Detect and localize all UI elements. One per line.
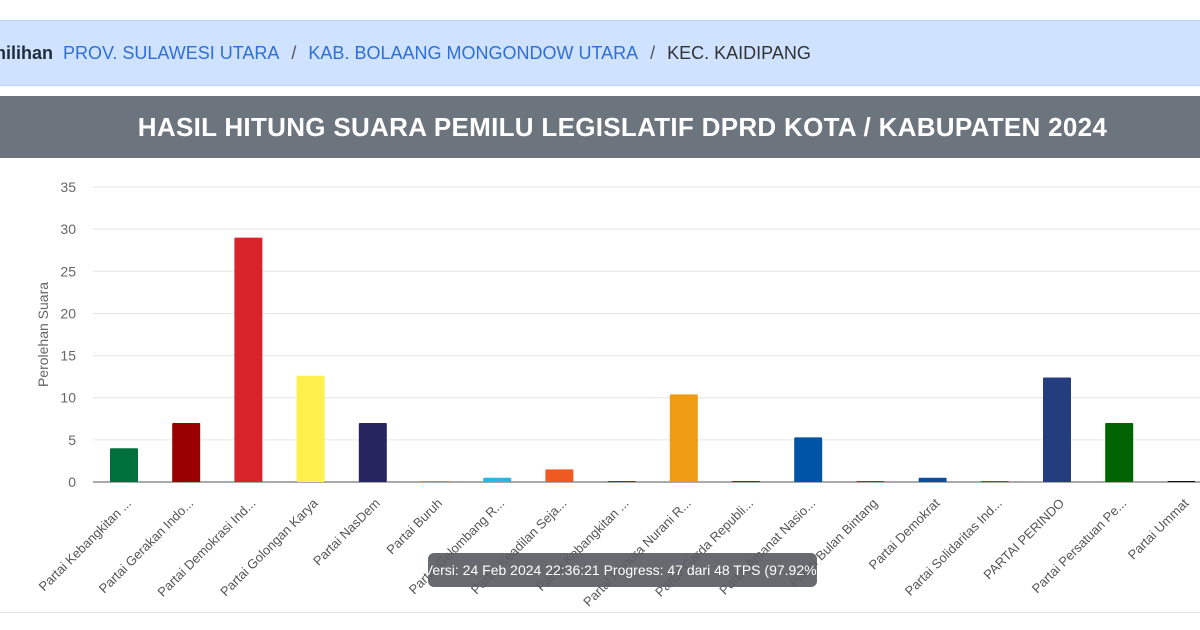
- y-tick-label: 0: [68, 474, 76, 490]
- breadcrumb-root[interactable]: milihan: [0, 42, 54, 63]
- bar: [1043, 377, 1071, 482]
- y-tick-label: 15: [60, 348, 76, 364]
- y-tick-label: 10: [60, 390, 76, 406]
- version-tooltip: Versi: 24 Feb 2024 22:36:21 Progress: 47…: [424, 553, 821, 587]
- results-banner: HASIL HITUNG SUARA PEMILU LEGISLATIF DPR…: [0, 96, 1200, 158]
- y-tick-label: 5: [68, 432, 76, 448]
- bar: [421, 481, 449, 482]
- breadcrumb: milihan PROV. SULAWESI UTARA / KAB. BOLA…: [0, 20, 1200, 86]
- x-tick-label: Partai Buruh: [383, 496, 445, 558]
- bar: [607, 481, 636, 482]
- bar: [1167, 481, 1196, 482]
- bar: [669, 394, 698, 482]
- bar: [545, 469, 574, 482]
- bar: [234, 237, 263, 482]
- breadcrumb-link-province[interactable]: PROV. SULAWESI UTARA: [63, 42, 280, 63]
- divider: [0, 612, 1200, 613]
- bar: [483, 477, 512, 482]
- bar: [172, 423, 201, 482]
- bar: [918, 477, 947, 482]
- breadcrumb-separator: /: [650, 42, 656, 63]
- bar: [1105, 423, 1134, 482]
- page-title: HASIL HITUNG SUARA PEMILU LEGISLATIF DPR…: [137, 111, 1108, 142]
- bar: [732, 481, 760, 482]
- bar: [358, 423, 387, 482]
- bar: [794, 437, 823, 482]
- breadcrumb-separator: /: [291, 42, 297, 63]
- version-tooltip-text: Versi: 24 Feb 2024 22:36:21 Progress: 47…: [423, 562, 822, 578]
- x-tick-label: Partai NasDem: [310, 496, 383, 569]
- y-tick-label: 20: [60, 305, 76, 321]
- breadcrumb-link-regency[interactable]: KAB. BOLAANG MONGONDOW UTARA: [308, 42, 639, 63]
- bar: [296, 375, 325, 482]
- bar: [856, 481, 885, 482]
- y-tick-label: 35: [60, 179, 76, 195]
- y-tick-label: 25: [60, 263, 76, 279]
- bar: [110, 448, 138, 482]
- bar: [980, 481, 1009, 482]
- x-tick-label: Partai Ummat: [1125, 495, 1192, 562]
- breadcrumb-current: KEC. KAIDIPANG: [667, 42, 811, 63]
- y-axis-label: Perolehan Suara: [35, 282, 51, 387]
- y-tick-label: 30: [60, 221, 76, 237]
